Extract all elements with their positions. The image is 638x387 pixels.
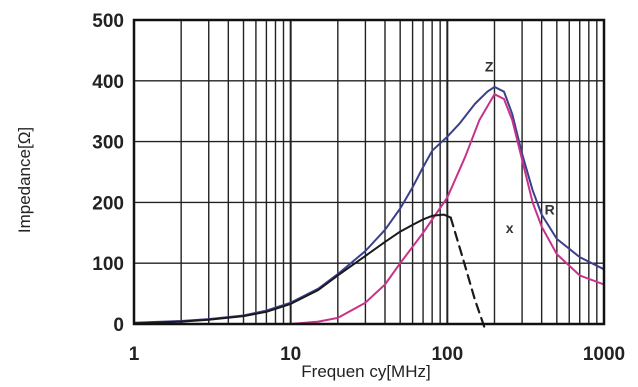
series-annotations: Z Rx [485, 59, 555, 236]
y-tick-label: 200 [92, 193, 124, 214]
series-line-z [133, 85, 605, 324]
y-tick-label: 0 [113, 315, 124, 336]
series-line-x-dashed [449, 216, 487, 332]
series-line-x [133, 213, 452, 325]
series-annotation-x: x [506, 220, 514, 236]
series-annotation-r: R [545, 202, 555, 218]
y-tick-label: 400 [92, 72, 124, 93]
x-axis-title: Frequen cy[MHz] [301, 362, 430, 381]
x-tick-label: 10 [280, 344, 301, 365]
x-tick-label: 1000 [583, 344, 625, 365]
y-tick-label: 300 [92, 133, 124, 154]
frame-layer [132, 18, 606, 326]
plot-frame [132, 18, 606, 326]
series-annotation-z: Z [485, 59, 494, 75]
grid-layer [134, 20, 604, 324]
series-line-r [133, 93, 605, 325]
x-tick-label: 100 [431, 344, 463, 365]
series-layer [133, 85, 605, 332]
x-tick-label: 1 [129, 344, 140, 365]
tick-labels: 0 100 200 300 400 500 1 10 100 1000 [92, 11, 625, 365]
y-axis-title: Impedance[Ω] [15, 127, 34, 233]
y-tick-label: 100 [92, 254, 124, 275]
y-tick-label: 500 [92, 11, 124, 32]
